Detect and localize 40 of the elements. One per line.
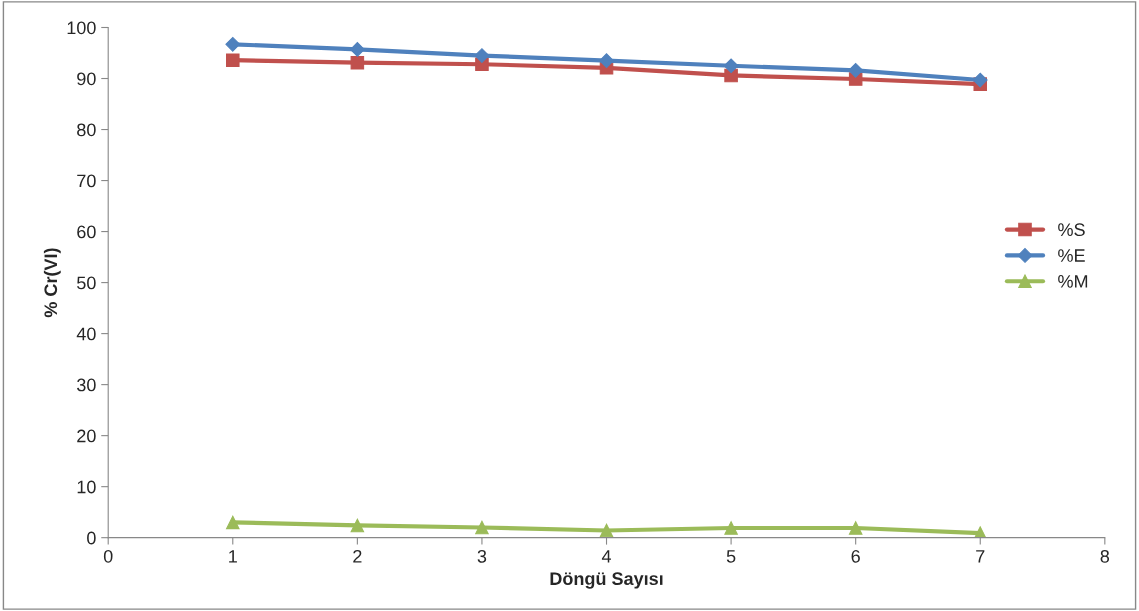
x-tick-label: 4 [601, 550, 612, 563]
y-tick-label: 60 [77, 225, 96, 239]
y-tick-label: 50 [77, 276, 96, 290]
x-tick-label: 7 [976, 550, 985, 563]
y-axis-title: % Cr(VI) [43, 248, 61, 318]
x-tick-label: 1 [229, 550, 237, 563]
x-tick-label: 3 [477, 549, 487, 563]
point [226, 53, 240, 67]
legend-label: %S [1058, 223, 1085, 237]
point [724, 521, 738, 535]
y-tick-label: 40 [76, 327, 96, 341]
point [848, 62, 864, 78]
point [599, 523, 614, 538]
x-tick-label: 5 [726, 550, 736, 563]
point [349, 42, 365, 57]
point [226, 515, 240, 530]
y-tick-label: 0 [87, 531, 96, 545]
y-tick-label: 90 [77, 72, 96, 86]
x-tick-label: 0 [103, 549, 113, 563]
point [474, 48, 490, 63]
x-tick-label: 8 [1100, 549, 1110, 563]
point [723, 58, 739, 74]
point [599, 53, 614, 69]
point [225, 36, 241, 52]
legend-label: %E [1058, 249, 1085, 262]
y-tick-label: 10 [77, 480, 96, 494]
y-tick-label: 20 [77, 429, 96, 443]
y-tick-label: 100 [67, 21, 96, 35]
point [350, 518, 365, 533]
legend-label: %M [1058, 275, 1088, 288]
y-tick-label: 80 [77, 123, 96, 137]
x-axis-title: Döngü Sayısı [550, 572, 663, 589]
point [475, 520, 489, 535]
point [972, 72, 988, 88]
x-tick-label: 6 [851, 549, 860, 563]
x-tick-label: 2 [353, 549, 362, 563]
point [350, 55, 365, 70]
y-tick-label: 70 [77, 174, 96, 188]
y-tick-label: 30 [77, 378, 96, 392]
point [848, 521, 863, 535]
